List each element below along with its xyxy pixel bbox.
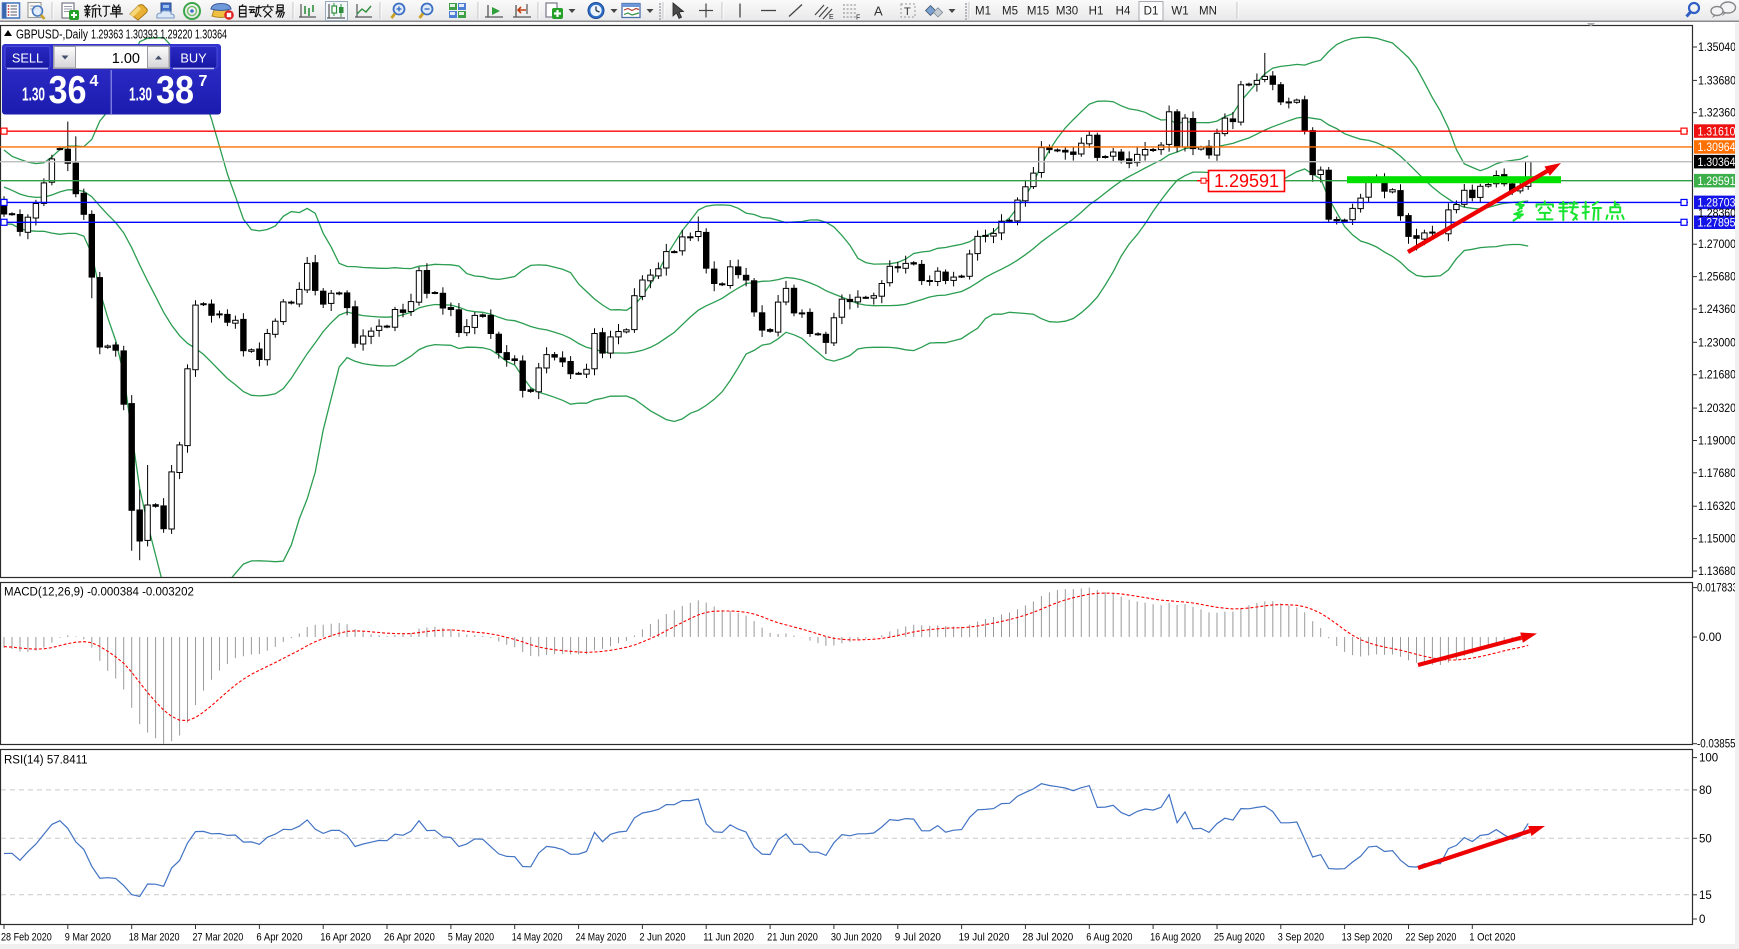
svg-text:BUY: BUY [180,51,207,66]
svg-text:H1: H1 [1089,6,1104,18]
svg-text:25 Aug 2020: 25 Aug 2020 [1214,932,1265,944]
svg-text:16 Apr 2020: 16 Apr 2020 [320,932,371,944]
svg-text:1.30964: 1.30964 [1698,142,1737,154]
svg-text:15: 15 [1699,890,1712,902]
svg-text:16 Aug 2020: 16 Aug 2020 [1150,932,1201,944]
svg-text:1.32360: 1.32360 [1698,108,1736,120]
svg-text:1.00: 1.00 [112,51,140,67]
svg-text:1.24360: 1.24360 [1698,304,1736,316]
svg-text:9 Mar 2020: 9 Mar 2020 [65,932,111,944]
svg-text:28 Jul 2020: 28 Jul 2020 [1022,932,1073,944]
svg-text:1.20320: 1.20320 [1698,403,1736,415]
svg-text:MN: MN [1199,6,1217,18]
svg-text:0.00: 0.00 [1699,632,1721,644]
svg-text:1.29591: 1.29591 [1214,171,1279,191]
svg-text:7: 7 [199,73,208,90]
svg-text:13 Sep 2020: 13 Sep 2020 [1342,932,1393,944]
svg-text:-0.038559: -0.038559 [1697,739,1739,751]
svg-text:11 Jun 2020: 11 Jun 2020 [703,932,754,944]
svg-text:MACD(12,26,9) -0.000384 -0.003: MACD(12,26,9) -0.000384 -0.003202 [4,587,194,599]
svg-text:T: T [904,6,911,18]
svg-text:28 Feb 2020: 28 Feb 2020 [1,932,52,944]
svg-text:1.15000: 1.15000 [1698,534,1736,546]
svg-text:1.13680: 1.13680 [1698,566,1736,578]
svg-text:1.33680: 1.33680 [1698,75,1736,87]
svg-text:24 May 2020: 24 May 2020 [576,932,627,944]
svg-text:100: 100 [1699,753,1718,765]
svg-text:2 Jun 2020: 2 Jun 2020 [639,932,685,944]
svg-text:6 Aug 2020: 6 Aug 2020 [1086,932,1132,944]
svg-text:1 Oct 2020: 1 Oct 2020 [1469,932,1515,944]
svg-text:1.30: 1.30 [129,84,152,105]
svg-text:1.19000: 1.19000 [1698,436,1736,448]
svg-text:1.31610: 1.31610 [1698,126,1736,138]
svg-text:1.30: 1.30 [22,84,45,105]
svg-text:M1: M1 [975,6,991,18]
svg-text:GBPUSD-,Daily: GBPUSD-,Daily [16,28,89,42]
svg-text:D1: D1 [1144,6,1159,18]
svg-text:1.27895: 1.27895 [1698,218,1736,230]
svg-text:1.35040: 1.35040 [1698,42,1736,54]
svg-text:H4: H4 [1116,6,1131,18]
svg-text:38: 38 [156,69,194,112]
svg-text:36: 36 [49,69,87,112]
svg-text:1.29363 1.30393 1.29220 1.3036: 1.29363 1.30393 1.29220 1.30364 [91,28,227,42]
svg-text:A: A [874,4,883,19]
svg-text:30 Jun 2020: 30 Jun 2020 [831,932,882,944]
svg-text:M5: M5 [1002,6,1018,18]
svg-text:1.23000: 1.23000 [1698,337,1736,349]
svg-text:21 Jun 2020: 21 Jun 2020 [767,932,818,944]
svg-text:1.28360: 1.28360 [1698,208,1736,220]
svg-text:9 Jul 2020: 9 Jul 2020 [895,932,941,944]
svg-text:4: 4 [90,73,99,90]
svg-text:0: 0 [1699,914,1705,926]
svg-text:SELL: SELL [12,51,43,66]
svg-text:22 Sep 2020: 22 Sep 2020 [1406,932,1457,944]
svg-text:27 Mar 2020: 27 Mar 2020 [193,932,244,944]
svg-text:1.29591: 1.29591 [1698,176,1736,188]
svg-text:1.21680: 1.21680 [1698,370,1736,382]
svg-text:6 Apr 2020: 6 Apr 2020 [256,932,302,944]
svg-text:80: 80 [1699,785,1712,797]
svg-text:14 May 2020: 14 May 2020 [512,932,563,944]
svg-text:50: 50 [1699,833,1712,845]
svg-text:1.25680: 1.25680 [1698,272,1736,284]
svg-text:0.017833: 0.017833 [1697,583,1738,595]
svg-text:1.16320: 1.16320 [1698,501,1736,513]
svg-text:M30: M30 [1056,6,1078,18]
svg-text:5 May 2020: 5 May 2020 [448,932,494,944]
svg-text:18 Mar 2020: 18 Mar 2020 [129,932,180,944]
svg-text:E: E [829,14,834,21]
svg-text:1.30364: 1.30364 [1698,157,1737,169]
svg-text:W1: W1 [1171,6,1188,18]
svg-text:1.27000: 1.27000 [1698,239,1736,251]
svg-text:26 Apr 2020: 26 Apr 2020 [384,932,435,944]
svg-text:1.28703: 1.28703 [1698,198,1736,210]
svg-text:3 Sep 2020: 3 Sep 2020 [1278,932,1324,944]
svg-text:RSI(14) 57.8411: RSI(14) 57.8411 [4,755,88,767]
svg-text:1.17680: 1.17680 [1698,468,1736,480]
svg-text:19 Jul 2020: 19 Jul 2020 [959,932,1010,944]
svg-text:F: F [856,15,860,22]
svg-text:M15: M15 [1027,6,1049,18]
